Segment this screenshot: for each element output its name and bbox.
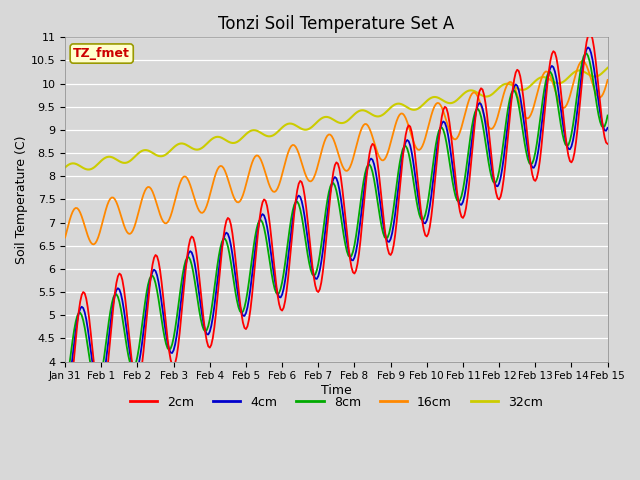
Line: 2cm: 2cm [65, 33, 607, 422]
2cm [586, 30, 593, 36]
2cm [401, 143, 408, 148]
Legend: 2cm, 4cm, 8cm, 16cm, 32cm: 2cm, 4cm, 8cm, 16cm, 32cm [125, 391, 548, 414]
16cm [61, 235, 69, 240]
2cm [76, 299, 84, 304]
8cm [388, 215, 396, 221]
Line: 8cm: 8cm [65, 53, 607, 394]
2cm [163, 323, 170, 328]
4cm [538, 125, 545, 131]
32cm [390, 102, 397, 108]
32cm [164, 150, 172, 156]
4cm [61, 403, 69, 408]
4cm [604, 125, 611, 131]
16cm [76, 210, 84, 216]
2cm [61, 419, 69, 425]
4cm [584, 45, 592, 50]
Text: TZ_fmet: TZ_fmet [73, 47, 130, 60]
32cm [76, 163, 84, 169]
32cm [372, 113, 380, 119]
8cm [61, 391, 69, 396]
16cm [390, 129, 397, 134]
2cm [538, 145, 545, 151]
2cm [388, 249, 396, 255]
Line: 16cm: 16cm [65, 61, 607, 244]
16cm [604, 77, 611, 83]
Line: 4cm: 4cm [65, 48, 607, 406]
8cm [370, 177, 378, 182]
4cm [76, 306, 84, 312]
32cm [61, 165, 69, 170]
8cm [604, 113, 611, 119]
16cm [372, 144, 380, 150]
8cm [582, 50, 590, 56]
Line: 32cm: 32cm [65, 68, 607, 169]
32cm [84, 167, 92, 172]
16cm [90, 241, 97, 247]
32cm [604, 65, 611, 71]
32cm [402, 104, 410, 109]
8cm [163, 341, 170, 347]
Y-axis label: Soil Temperature (C): Soil Temperature (C) [15, 135, 28, 264]
16cm [402, 115, 410, 121]
X-axis label: Time: Time [321, 384, 352, 397]
16cm [539, 72, 547, 78]
32cm [539, 74, 547, 80]
16cm [578, 58, 586, 64]
2cm [370, 142, 378, 148]
16cm [164, 219, 172, 225]
8cm [76, 310, 84, 316]
Title: Tonzi Soil Temperature Set A: Tonzi Soil Temperature Set A [218, 15, 454, 33]
4cm [388, 230, 396, 236]
2cm [604, 141, 611, 147]
4cm [401, 144, 408, 150]
8cm [401, 144, 408, 149]
8cm [538, 108, 545, 113]
4cm [370, 161, 378, 167]
4cm [163, 332, 170, 337]
